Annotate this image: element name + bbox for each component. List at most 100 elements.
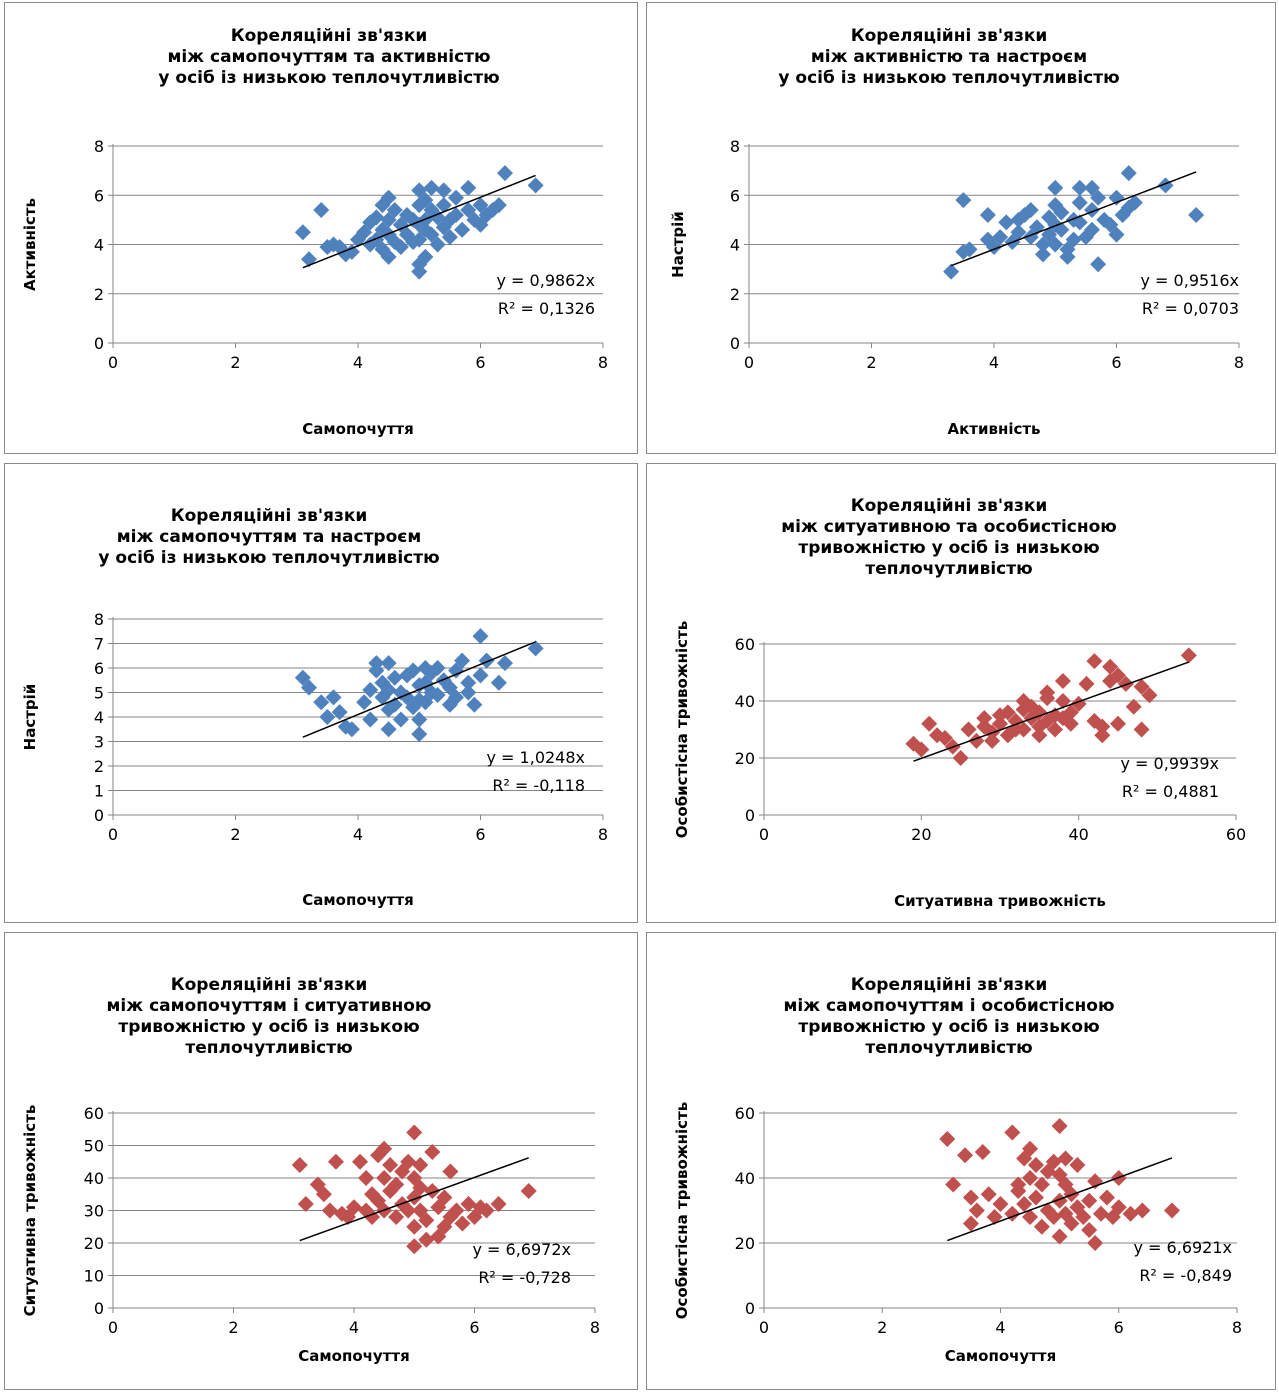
data-point bbox=[976, 710, 993, 727]
data-point bbox=[986, 1209, 1003, 1225]
data-point bbox=[1047, 179, 1064, 196]
data-point bbox=[497, 165, 513, 182]
data-point bbox=[400, 1153, 417, 1170]
data-point bbox=[1094, 727, 1111, 744]
x-tick-label: 2 bbox=[866, 353, 876, 372]
y-tick-label: 20 bbox=[735, 1234, 755, 1253]
data-point bbox=[454, 221, 471, 238]
data-point bbox=[374, 674, 391, 691]
x-tick-label: 2 bbox=[228, 1318, 238, 1337]
data-point bbox=[974, 1144, 991, 1160]
data-point bbox=[1016, 1150, 1033, 1167]
data-point bbox=[1108, 226, 1125, 243]
data-point bbox=[1110, 667, 1126, 684]
data-point bbox=[1065, 231, 1082, 248]
data-point bbox=[388, 1209, 405, 1225]
trendline-r-squared: R² = -0,118 bbox=[492, 776, 585, 795]
y-axis-title: Настрій bbox=[21, 684, 39, 751]
data-point bbox=[1090, 189, 1107, 206]
x-axis-title: Самопочуття bbox=[302, 891, 413, 909]
x-axis-title: Самопочуття bbox=[302, 420, 413, 438]
y-tick-label: 60 bbox=[735, 635, 755, 654]
data-point bbox=[315, 1186, 332, 1203]
y-tick-label: 40 bbox=[735, 1169, 755, 1188]
chart-title-line: тривожністю у осіб із низькою bbox=[118, 1017, 419, 1037]
data-point bbox=[399, 667, 415, 684]
data-point bbox=[939, 1131, 956, 1147]
data-point bbox=[1054, 673, 1071, 690]
data-point bbox=[1051, 1228, 1068, 1245]
data-point bbox=[979, 206, 996, 223]
data-point bbox=[1117, 675, 1134, 692]
data-point bbox=[1039, 1163, 1056, 1180]
chart-title-line: між активністю та настроєм bbox=[811, 47, 1087, 67]
data-point bbox=[490, 674, 507, 691]
data-point bbox=[952, 750, 969, 766]
data-point bbox=[392, 711, 409, 728]
y-tick-label: 8 bbox=[94, 610, 104, 629]
data-point bbox=[1007, 712, 1024, 729]
chart-panel-5: Кореляційні зв'язки між самопочуттям і си… bbox=[4, 932, 638, 1390]
y-tick-label: 0 bbox=[94, 1299, 104, 1318]
data-point bbox=[1081, 1222, 1098, 1238]
data-point bbox=[406, 1238, 423, 1255]
x-tick-label: 4 bbox=[349, 1318, 359, 1337]
data-point bbox=[380, 248, 397, 265]
y-tick-label: 2 bbox=[94, 285, 104, 304]
y-tick-label: 4 bbox=[94, 708, 104, 727]
data-point bbox=[417, 694, 434, 711]
data-point bbox=[943, 263, 960, 280]
data-point bbox=[1022, 202, 1039, 219]
x-tick-label: 0 bbox=[759, 825, 769, 844]
chart-title-line: теплочутливістю bbox=[865, 559, 1032, 579]
chart-title-line: тривожністю у осіб із низькою bbox=[798, 538, 1099, 558]
data-point bbox=[1051, 1192, 1068, 1209]
data-point bbox=[1141, 687, 1158, 704]
chart-panel-6: Кореляційні зв'язки між самопочуттям і ос… bbox=[646, 932, 1276, 1390]
data-point bbox=[448, 689, 464, 706]
data-point bbox=[412, 1179, 429, 1196]
data-point bbox=[1133, 721, 1150, 738]
y-tick-label: 3 bbox=[94, 733, 104, 752]
chart-title-line: між ситуативною та особистісною bbox=[781, 517, 1117, 537]
chart-panel-3: Кореляційні зв'язки між самопочуттям та н… bbox=[4, 463, 638, 923]
chart-panel-2: Кореляційні зв'язки між активністю та нас… bbox=[646, 2, 1276, 454]
y-axis-title: Активність bbox=[21, 198, 39, 291]
data-point bbox=[936, 730, 953, 747]
data-point bbox=[1126, 194, 1143, 211]
chart-title-line: теплочутливістю bbox=[185, 1038, 352, 1058]
data-point bbox=[454, 1215, 471, 1232]
y-tick-label: 5 bbox=[94, 684, 104, 703]
trendline-equation: y = 0,9939x bbox=[1121, 754, 1220, 773]
y-axis-title: Особистісна тривожність bbox=[673, 621, 691, 839]
trendline bbox=[302, 174, 536, 269]
data-point bbox=[362, 711, 379, 728]
data-point bbox=[417, 248, 434, 265]
data-point bbox=[1090, 256, 1107, 273]
trendline bbox=[299, 1157, 529, 1242]
x-tick-label: 4 bbox=[989, 353, 999, 372]
x-tick-label: 6 bbox=[1111, 353, 1121, 372]
data-point bbox=[356, 694, 373, 711]
x-tick-label: 4 bbox=[995, 1318, 1005, 1337]
data-point bbox=[291, 1157, 308, 1173]
x-tick-label: 8 bbox=[590, 1318, 600, 1337]
x-tick-label: 0 bbox=[108, 1318, 118, 1337]
x-axis-title: Самопочуття bbox=[945, 1347, 1056, 1365]
x-tick-label: 0 bbox=[759, 1318, 769, 1337]
data-point bbox=[999, 727, 1016, 744]
chart-panel-4: Кореляційні зв'язки між ситуативною та ос… bbox=[646, 463, 1276, 923]
y-tick-label: 20 bbox=[84, 1234, 104, 1253]
y-axis-title: Особистісна тривожність bbox=[673, 1102, 691, 1320]
data-point bbox=[992, 229, 1009, 246]
x-tick-label: 60 bbox=[1226, 825, 1246, 844]
data-point bbox=[392, 238, 409, 255]
y-tick-label: 60 bbox=[735, 1104, 755, 1123]
data-point bbox=[313, 202, 330, 219]
trendline-r-squared: R² = -0,849 bbox=[1139, 1266, 1232, 1285]
data-point bbox=[1071, 194, 1088, 211]
data-point bbox=[1051, 1118, 1068, 1134]
